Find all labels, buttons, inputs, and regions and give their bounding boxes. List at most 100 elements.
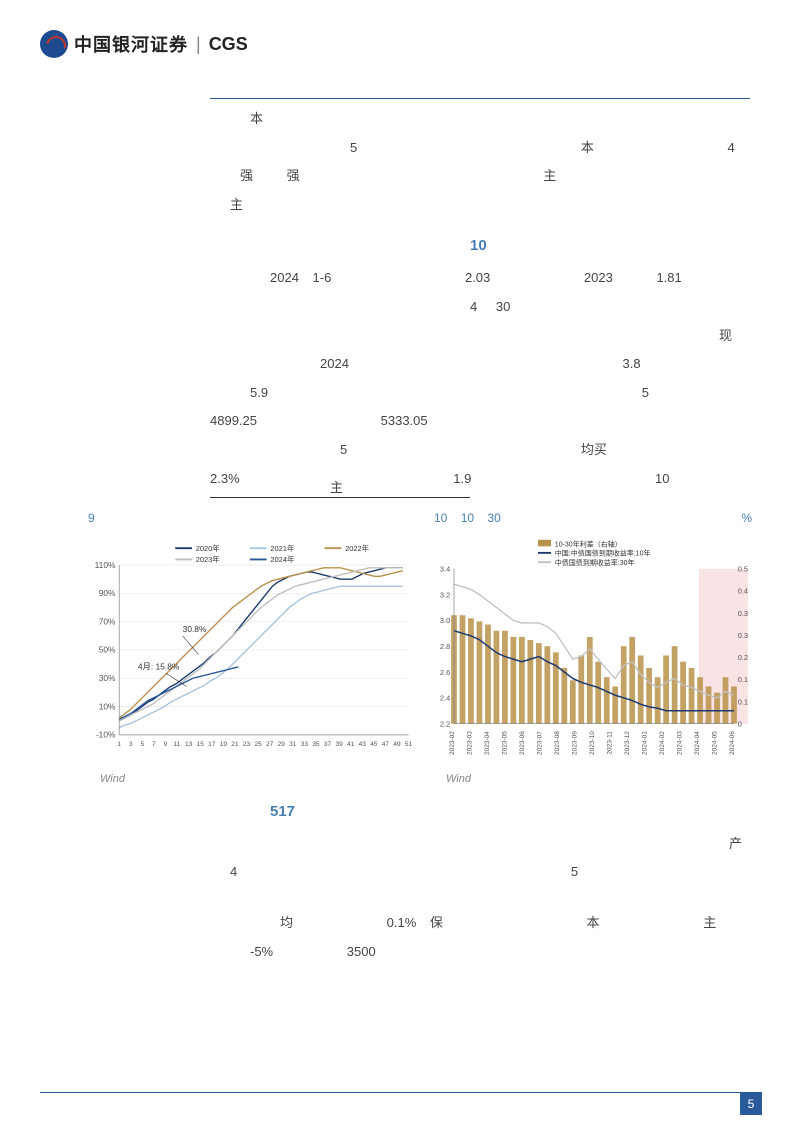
svg-text:47: 47 (382, 741, 390, 748)
svg-text:2023-06: 2023-06 (519, 730, 526, 754)
svg-text:2024-01: 2024-01 (642, 730, 649, 754)
chart-right: 10 10 30 % 3.43.23.02.82.62.42.20.50.40.… (426, 511, 762, 785)
chart-left-label: 9 (88, 511, 416, 525)
svg-text:3.0: 3.0 (440, 616, 450, 625)
svg-text:27: 27 (266, 741, 274, 748)
svg-text:2023-11: 2023-11 (607, 730, 614, 754)
svg-text:2023-04: 2023-04 (484, 730, 491, 754)
svg-text:2020年: 2020年 (196, 543, 221, 553)
page-number: 5 (740, 1093, 762, 1115)
p2-l5v: 5.9 (250, 385, 268, 400)
svg-text:3: 3 (129, 741, 133, 748)
svg-text:30.8%: 30.8% (183, 624, 207, 634)
svg-text:0.1: 0.1 (738, 697, 748, 706)
svg-text:33: 33 (301, 741, 309, 748)
p2-l3a: 现 (719, 328, 732, 343)
section-title-2: 517 (210, 803, 762, 820)
p3-l3b: 0.1% (387, 915, 417, 930)
svg-text:2023-07: 2023-07 (537, 730, 544, 754)
svg-text:25: 25 (254, 741, 262, 748)
svg-text:11: 11 (174, 741, 181, 748)
svg-text:21: 21 (231, 741, 239, 748)
p1-l2c: 4 (728, 140, 735, 155)
svg-text:2.8: 2.8 (440, 642, 450, 651)
p2-l2a: 4 (470, 299, 477, 314)
p3-l2a: 4 (230, 864, 237, 879)
svg-text:4月: 15.8%: 4月: 15.8% (138, 661, 180, 671)
svg-text:0.2: 0.2 (738, 653, 748, 662)
svg-text:5: 5 (141, 741, 145, 748)
chart-left-source: Wind (100, 773, 416, 785)
section-divider (210, 98, 750, 99)
logo-text-en: CGS (209, 34, 248, 55)
p2-l4v: 3.8 (623, 356, 641, 371)
svg-text:0.4: 0.4 (738, 586, 748, 595)
chart-right-source: Wind (446, 773, 762, 785)
svg-text:2024-06: 2024-06 (729, 730, 736, 754)
svg-text:19: 19 (220, 741, 228, 748)
svg-text:2024-05: 2024-05 (712, 730, 719, 754)
svg-text:3.2: 3.2 (440, 590, 450, 599)
svg-text:43: 43 (359, 741, 367, 748)
svg-text:17: 17 (208, 741, 216, 748)
svg-text:2023-10: 2023-10 (589, 730, 596, 754)
paragraph-3: 产 4 5 均 0.1% 保 本 主 -5% 3500 (210, 830, 752, 966)
svg-text:9: 9 (164, 741, 168, 748)
svg-text:2023-08: 2023-08 (554, 730, 561, 754)
p2-l7b: 均买 (581, 442, 607, 457)
p2-months: 1-6 (313, 270, 332, 285)
svg-text:29: 29 (278, 741, 286, 748)
charts-row: 9 110%90%70%50%30%10%-10%135791113151719… (80, 511, 762, 785)
p2-l6a: 4899.25 (210, 413, 257, 428)
svg-text:2.6: 2.6 (440, 668, 450, 677)
svg-text:0: 0 (738, 719, 742, 728)
svg-text:45: 45 (370, 741, 378, 748)
svg-text:2023年: 2023年 (196, 554, 221, 564)
chart-right-label: 10 10 30 % (434, 511, 762, 525)
p3-l2b: 5 (571, 864, 578, 879)
logo-text-cn: 中国银河证券 (74, 31, 188, 57)
p1-l1: 本 (250, 111, 263, 126)
p1-l3b: 强 (287, 168, 300, 183)
p2-l8a: 2.3% (210, 471, 240, 486)
svg-text:110%: 110% (95, 560, 116, 570)
p3-l1a: 产 (729, 836, 742, 851)
svg-text:3.4: 3.4 (440, 564, 450, 573)
svg-text:-10%: -10% (96, 729, 116, 739)
p3-l3d: 本 (587, 915, 600, 930)
svg-text:90%: 90% (99, 588, 116, 598)
svg-text:0.3: 0.3 (738, 631, 748, 640)
paragraph-1: 本 5 本 4 强 强 主 主 (210, 105, 752, 219)
svg-text:2.2: 2.2 (440, 719, 450, 728)
svg-text:2023-02: 2023-02 (449, 730, 456, 754)
svg-text:2024年: 2024年 (270, 554, 295, 564)
svg-text:2023-09: 2023-09 (572, 730, 579, 754)
p2-l6b: 5333.05 (381, 413, 428, 428)
chart-left: 9 110%90%70%50%30%10%-10%135791113151719… (80, 511, 416, 785)
cgs-logo-icon (40, 30, 68, 58)
svg-text:41: 41 (347, 741, 355, 748)
svg-text:中债国债到期收益率:30年: 中债国债到期收益率:30年 (555, 558, 635, 567)
chart-right-svg: 3.43.23.02.82.62.42.20.50.40.30.30.20.10… (426, 529, 762, 769)
svg-text:2023-03: 2023-03 (467, 730, 474, 754)
svg-text:49: 49 (393, 741, 401, 748)
svg-text:37: 37 (324, 741, 332, 748)
p1-l3a: 强 (240, 168, 253, 183)
p2-l8b: 1.9 (453, 471, 471, 486)
svg-text:0.1: 0.1 (738, 675, 748, 684)
svg-text:35: 35 (312, 741, 320, 748)
svg-text:2024-02: 2024-02 (659, 730, 666, 754)
svg-text:70%: 70% (99, 616, 116, 626)
p3-l4b: 3500 (347, 944, 376, 959)
page-header: 中国银河证券 | CGS (40, 30, 762, 58)
p2-l9a: 主 (330, 480, 343, 495)
svg-text:2.4: 2.4 (440, 693, 450, 702)
svg-text:中国:中债国债到期收益率:10年: 中国:中债国债到期收益率:10年 (555, 548, 651, 557)
p3-l3a: 均 (280, 915, 293, 930)
p2-l8c: 10 (655, 471, 669, 486)
svg-text:7: 7 (152, 741, 156, 748)
p1-l2b: 本 (581, 140, 594, 155)
p1-l2a: 5 (350, 140, 357, 155)
paragraph-2: 2024 1-6 2.03 2023 1.81 4 30 现 2024 3.8 … (210, 264, 752, 502)
p3-l4a: -5% (250, 944, 273, 959)
